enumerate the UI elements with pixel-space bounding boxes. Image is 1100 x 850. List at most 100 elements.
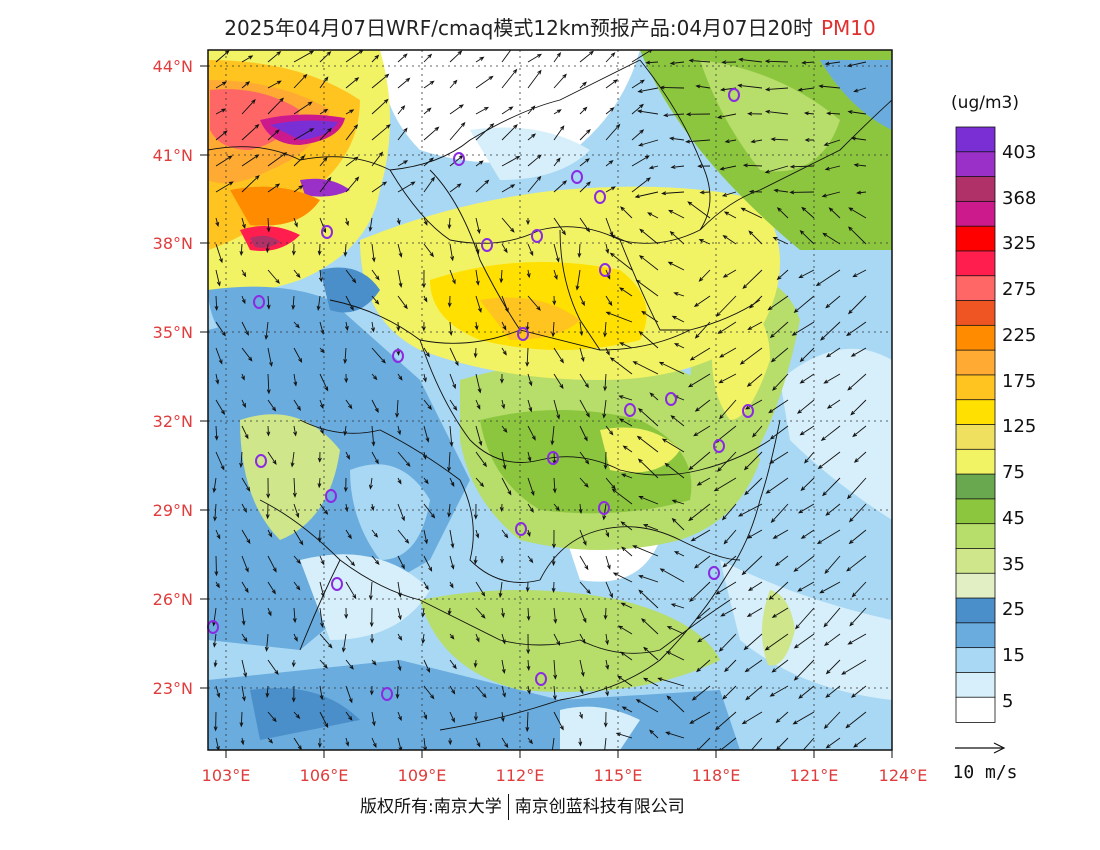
wind-arrow	[748, 189, 763, 194]
wind-arrow	[423, 529, 428, 545]
wind-arrow	[767, 295, 789, 311]
wind-arrow	[602, 399, 607, 419]
wind-arrow	[449, 555, 455, 570]
wind-arrow	[241, 477, 251, 492]
wind-arrow	[501, 425, 508, 433]
wind-arrow	[579, 555, 589, 571]
longitude-labels: 103°E 106°E 109°E 112°E 115°E 118°E 121°…	[202, 766, 928, 785]
wind-arrow	[215, 451, 225, 471]
wind-arrow	[798, 269, 815, 279]
wind-arrow	[369, 607, 374, 628]
wind-arrow	[799, 425, 815, 436]
wind-arrow	[291, 295, 296, 311]
wind-arrow	[553, 52, 562, 63]
wind-arrow	[345, 124, 359, 141]
wind-arrow	[345, 176, 360, 193]
wind-arrow	[397, 529, 410, 544]
wind-arrow	[605, 659, 610, 670]
wind-arrow	[579, 373, 589, 389]
wind-arrow	[423, 555, 433, 572]
wind-arrow	[604, 737, 607, 750]
wind-arrow	[421, 269, 426, 289]
wind-arrow	[319, 127, 332, 141]
wind-arrow	[215, 243, 223, 264]
wind-arrow	[697, 164, 711, 169]
wind-arrow	[635, 279, 659, 297]
wind-arrow	[319, 51, 332, 63]
wind-arrow	[423, 53, 433, 63]
wind-arrow	[741, 711, 763, 725]
wind-arrow	[293, 425, 298, 437]
wind-arrow	[768, 399, 789, 414]
wind-arrow	[501, 124, 518, 141]
wind-arrow	[527, 555, 534, 564]
legend-swatch	[955, 448, 996, 475]
wind-arrow	[631, 155, 650, 167]
legend-swatch	[955, 225, 996, 252]
wind-arrow	[826, 399, 841, 409]
wind-arrow	[798, 685, 815, 699]
wind-arrow	[665, 731, 685, 739]
wind-arrow	[825, 685, 841, 698]
wind-arrow	[501, 633, 506, 645]
wind-arrow	[317, 737, 322, 749]
copyright-right: 南京创蓝科技有限公司	[514, 797, 685, 817]
wind-arrow	[449, 529, 455, 549]
legend-label: 325	[1002, 233, 1036, 254]
wind-arrow	[293, 399, 301, 411]
wind-arrow	[553, 347, 564, 364]
wind-arrow	[667, 261, 685, 271]
wind-arrow	[341, 633, 347, 653]
wind-arrow	[722, 555, 737, 568]
wind-arrow	[828, 207, 841, 219]
wind-arrow	[345, 659, 354, 670]
wind-arrow	[501, 243, 508, 254]
wind-arrow	[423, 659, 430, 673]
wind-arrow	[605, 295, 613, 307]
wind-arrow	[397, 477, 402, 485]
wind-arrow	[552, 295, 557, 306]
wind-arrow	[241, 347, 253, 362]
wind-arrow	[645, 60, 659, 65]
wind-arrow	[673, 343, 685, 349]
wind-arrow	[215, 685, 221, 699]
wind-arrow	[345, 295, 354, 311]
wind-arrow	[621, 706, 633, 713]
wind-arrow	[685, 112, 711, 117]
wind-arrow	[669, 61, 685, 66]
wind-arrow	[719, 165, 737, 171]
lon-label: 121°E	[790, 766, 839, 785]
lon-label: 112°E	[496, 766, 545, 785]
wind-arrow	[579, 607, 587, 624]
wind-arrow	[687, 201, 711, 219]
wind-arrow	[267, 129, 280, 141]
wind-arrow	[371, 555, 380, 565]
wind-arrow	[553, 73, 567, 89]
wind-arrow	[550, 425, 555, 446]
wind-arrow	[631, 177, 651, 193]
wind-arrow	[241, 154, 260, 167]
wind-arrow	[527, 133, 537, 141]
wind-arrow	[689, 581, 711, 602]
wind-arrow	[798, 503, 815, 514]
wind-arrow	[501, 217, 515, 233]
wind-arrow	[689, 347, 711, 361]
wind-arrow	[475, 243, 480, 255]
wind-arrow	[343, 243, 348, 257]
wind-arrow	[635, 699, 659, 713]
wind-arrow	[846, 555, 867, 572]
wind-arrow	[619, 342, 633, 349]
wind-arrow	[603, 321, 608, 338]
wind-arrow	[793, 659, 815, 681]
wind-arrow	[605, 79, 619, 89]
wind-arrow	[266, 295, 271, 310]
wind-arrow	[501, 607, 505, 618]
wind-arrow	[475, 373, 482, 394]
wind-arrow	[397, 53, 408, 63]
wind-arrow	[636, 435, 659, 453]
wind-arrow	[605, 477, 616, 490]
wind-arrow	[825, 347, 841, 358]
wind-arrow	[620, 206, 633, 219]
lat-label: 35°N	[153, 323, 193, 342]
wind-arrow	[319, 503, 329, 515]
